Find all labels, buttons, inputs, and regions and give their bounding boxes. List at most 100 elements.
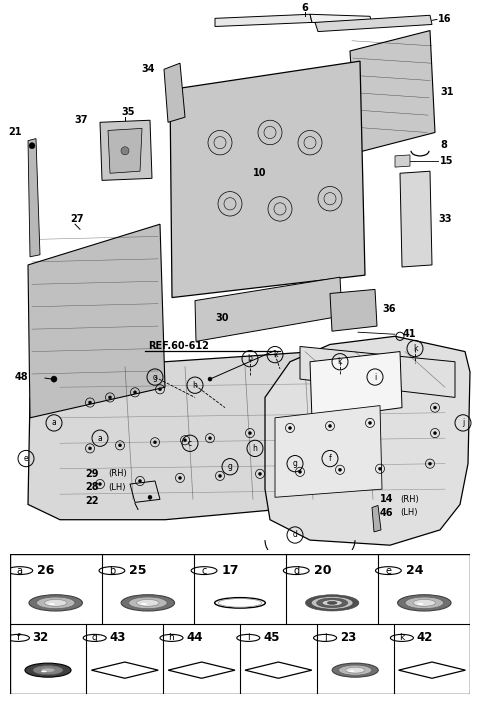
Text: e: e	[385, 566, 391, 576]
Polygon shape	[164, 63, 185, 122]
Text: 14: 14	[380, 494, 394, 504]
Circle shape	[179, 477, 181, 479]
Text: 33: 33	[438, 214, 452, 224]
Circle shape	[25, 663, 71, 677]
Circle shape	[405, 597, 444, 608]
Text: a: a	[97, 434, 102, 443]
Circle shape	[88, 447, 92, 450]
Circle shape	[379, 468, 382, 470]
Circle shape	[349, 670, 355, 672]
Polygon shape	[315, 15, 432, 32]
Text: (RH): (RH)	[400, 495, 419, 504]
Circle shape	[148, 495, 152, 499]
Text: 31: 31	[440, 87, 454, 97]
Circle shape	[397, 594, 451, 611]
Circle shape	[29, 143, 35, 149]
Text: 27: 27	[70, 214, 84, 224]
Text: h: h	[252, 444, 257, 453]
Text: k: k	[338, 358, 342, 366]
Text: h: h	[192, 381, 197, 390]
Circle shape	[51, 376, 57, 382]
Circle shape	[328, 424, 332, 428]
Text: 15: 15	[440, 156, 454, 166]
Polygon shape	[395, 155, 410, 167]
Text: REF.60-612: REF.60-612	[148, 341, 209, 351]
Text: g: g	[293, 459, 298, 468]
Circle shape	[29, 594, 83, 611]
Polygon shape	[28, 224, 165, 418]
Circle shape	[417, 603, 423, 605]
Text: g: g	[92, 634, 97, 642]
Text: (RH): (RH)	[108, 470, 127, 478]
Circle shape	[312, 597, 353, 609]
Circle shape	[218, 475, 221, 477]
Text: 41: 41	[403, 329, 417, 339]
Text: 44: 44	[186, 632, 203, 644]
Circle shape	[338, 665, 372, 675]
Text: 32: 32	[33, 632, 49, 644]
Polygon shape	[330, 290, 377, 331]
Text: 46: 46	[380, 508, 394, 517]
Circle shape	[88, 401, 92, 404]
Circle shape	[41, 668, 55, 672]
Text: a: a	[52, 418, 56, 428]
Circle shape	[249, 432, 252, 435]
Circle shape	[259, 472, 262, 475]
Circle shape	[346, 667, 365, 673]
Circle shape	[98, 482, 101, 486]
Polygon shape	[265, 336, 470, 545]
Circle shape	[33, 666, 63, 674]
Text: 20: 20	[314, 564, 331, 577]
Polygon shape	[310, 352, 402, 420]
Polygon shape	[100, 121, 152, 180]
Text: c: c	[202, 566, 207, 576]
Circle shape	[338, 468, 341, 471]
Text: (LH): (LH)	[400, 508, 418, 517]
Polygon shape	[28, 346, 455, 519]
Circle shape	[208, 437, 212, 440]
Polygon shape	[400, 171, 432, 267]
Polygon shape	[275, 406, 382, 497]
Text: f: f	[329, 454, 331, 463]
Text: g: g	[228, 462, 232, 471]
Text: 22: 22	[85, 496, 98, 506]
Circle shape	[288, 426, 291, 430]
Circle shape	[369, 421, 372, 424]
Text: 48: 48	[14, 372, 28, 382]
Text: 6: 6	[301, 3, 308, 13]
Text: f: f	[16, 634, 20, 642]
Text: i: i	[247, 634, 250, 642]
Text: 35: 35	[121, 107, 135, 117]
Text: k: k	[273, 350, 277, 359]
Text: e: e	[24, 454, 28, 463]
Circle shape	[137, 599, 159, 606]
Circle shape	[332, 663, 378, 677]
Text: k: k	[413, 344, 417, 353]
Text: 30: 30	[215, 313, 228, 323]
Circle shape	[413, 599, 435, 606]
Polygon shape	[195, 277, 342, 341]
Circle shape	[141, 603, 147, 605]
Text: k: k	[399, 634, 405, 642]
Circle shape	[154, 441, 156, 444]
Text: 28: 28	[85, 482, 98, 492]
Text: i: i	[374, 372, 376, 381]
Circle shape	[139, 479, 142, 482]
Text: 25: 25	[130, 564, 147, 577]
Circle shape	[129, 597, 167, 608]
Text: h: h	[168, 634, 174, 642]
Text: 26: 26	[37, 564, 55, 577]
Circle shape	[317, 598, 348, 608]
Circle shape	[158, 388, 161, 390]
Circle shape	[48, 603, 55, 605]
Circle shape	[327, 601, 337, 604]
Text: 24: 24	[406, 564, 423, 577]
Circle shape	[183, 439, 187, 442]
Text: (LH): (LH)	[108, 482, 125, 491]
Text: b: b	[109, 566, 115, 576]
Text: 16: 16	[438, 14, 452, 25]
Text: 17: 17	[222, 564, 239, 577]
Circle shape	[121, 594, 175, 611]
Text: b: b	[248, 354, 252, 363]
Circle shape	[433, 406, 436, 409]
